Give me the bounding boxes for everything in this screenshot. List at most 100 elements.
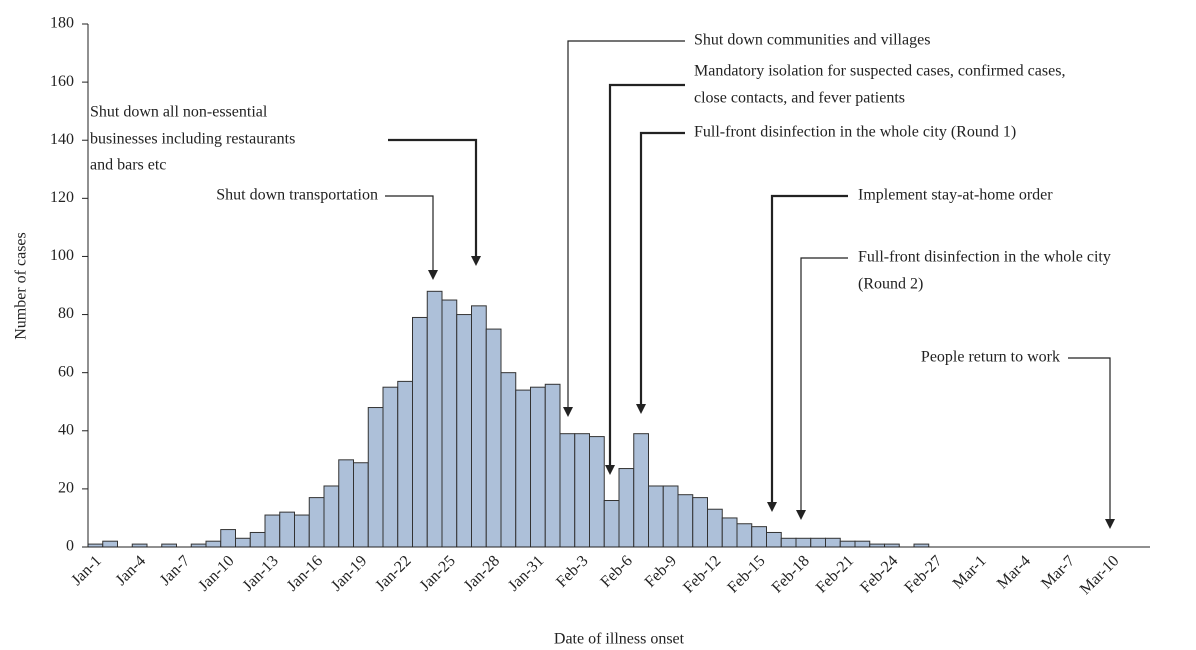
bar — [382, 386, 399, 548]
x-axis-title: Date of illness onset — [554, 631, 685, 648]
bar — [220, 529, 236, 548]
arrow-head — [428, 270, 438, 280]
bar — [294, 514, 310, 548]
bar — [648, 485, 664, 548]
annotation-text: Shut down communities and villages — [694, 32, 930, 49]
bar — [854, 540, 871, 548]
x-tick-label: Jan-22 — [372, 552, 414, 594]
y-tick-label: 40 — [58, 421, 74, 438]
annotation-text: close contacts, and fever patients — [694, 90, 905, 107]
y-tick-label: 100 — [50, 247, 74, 264]
y-tick-label: 160 — [50, 73, 74, 90]
bar — [515, 389, 531, 548]
annotation-text: and bars etc — [90, 157, 166, 174]
bar — [530, 386, 546, 548]
annotation-text: businesses including restaurants — [90, 131, 295, 148]
annotation-arrow — [567, 40, 685, 409]
x-tick-label: Mar-1 — [950, 552, 990, 592]
annotation-arrow — [608, 83, 685, 467]
bar — [471, 305, 487, 548]
bar — [751, 526, 767, 548]
bar — [766, 531, 782, 548]
arrow-head — [605, 465, 615, 475]
bar — [397, 380, 413, 548]
annotation-text: Full-front disinfection in the whole cit… — [858, 249, 1111, 266]
x-tick-label: Jan-10 — [195, 552, 237, 594]
bar — [205, 540, 222, 548]
arrow-head — [1105, 519, 1115, 529]
annotation-text: Full-front disinfection in the whole cit… — [694, 124, 1016, 141]
x-tick-label: Mar-4 — [994, 552, 1034, 592]
x-tick-label: Jan-31 — [505, 552, 547, 594]
bar — [780, 537, 797, 548]
bar — [264, 514, 281, 548]
x-tick-label: Feb-21 — [813, 552, 857, 596]
bar — [249, 531, 266, 548]
y-tick-label: 80 — [58, 305, 74, 322]
bar — [308, 497, 325, 548]
arrow-head — [563, 407, 573, 417]
y-tick-label: 120 — [50, 189, 74, 206]
bar — [633, 433, 649, 548]
x-tick-label: Feb-15 — [724, 552, 768, 596]
x-tick-label: Feb-12 — [680, 552, 724, 596]
annotation-arrow — [800, 257, 848, 512]
arrow-head — [471, 256, 481, 266]
bar — [677, 494, 694, 548]
x-tick-label: Jan-4 — [113, 552, 150, 589]
arrow-head — [636, 404, 646, 414]
bar — [441, 299, 458, 548]
bar — [353, 462, 369, 548]
y-tick-label: 60 — [58, 363, 74, 380]
annotation-text: Shut down all non-essential — [90, 104, 268, 121]
y-tick-label: 0 — [66, 538, 74, 555]
annotations: Shut down all non-essential businesses i… — [90, 32, 1115, 529]
bar — [559, 433, 576, 548]
bar — [736, 523, 753, 548]
annotation-text: People return to work — [921, 349, 1060, 366]
x-tick-label: Jan-1 — [68, 552, 105, 589]
x-tick-label: Feb-6 — [597, 552, 635, 590]
bar — [603, 500, 620, 548]
bar — [692, 497, 708, 548]
arrow-head — [767, 502, 777, 512]
x-tick-label: Jan-16 — [284, 552, 326, 594]
x-tick-label: Jan-7 — [157, 552, 194, 589]
bar — [574, 433, 590, 548]
bar — [825, 537, 841, 548]
bar — [412, 316, 428, 548]
bar — [500, 372, 517, 548]
bar — [485, 328, 502, 548]
annotation-text: Mandatory isolation for suspected cases,… — [694, 63, 1065, 80]
y-tick-label: 20 — [58, 480, 74, 497]
bar — [456, 314, 472, 548]
x-tick-label: Feb-3 — [553, 552, 591, 590]
x-tick-label: Feb-9 — [642, 552, 680, 590]
arrow-head — [796, 510, 806, 520]
y-tick-label: 180 — [50, 15, 74, 32]
x-tick-label: Feb-27 — [901, 552, 945, 596]
bar — [839, 540, 856, 548]
bar — [544, 383, 561, 548]
bar — [707, 508, 723, 548]
bar — [721, 517, 738, 548]
bar — [795, 537, 812, 548]
annotation-arrow — [385, 195, 434, 272]
annotation-arrow — [388, 138, 478, 258]
bar — [323, 485, 340, 548]
x-tick-label: Mar-7 — [1038, 552, 1078, 592]
bar — [338, 459, 354, 548]
annotation-arrow — [639, 131, 685, 406]
y-axis-title: Number of cases — [13, 232, 30, 340]
bar — [426, 290, 443, 548]
annotation-text: Shut down transportation — [216, 187, 378, 204]
bar — [662, 485, 679, 548]
bar — [618, 468, 635, 548]
bar — [589, 436, 605, 548]
annotation-arrow — [770, 194, 848, 504]
x-tick-label: Feb-24 — [857, 552, 901, 596]
annotation-arrow — [1068, 357, 1111, 521]
x-tick-label: Jan-13 — [240, 552, 282, 594]
x-tick-label: Mar-10 — [1077, 552, 1123, 598]
